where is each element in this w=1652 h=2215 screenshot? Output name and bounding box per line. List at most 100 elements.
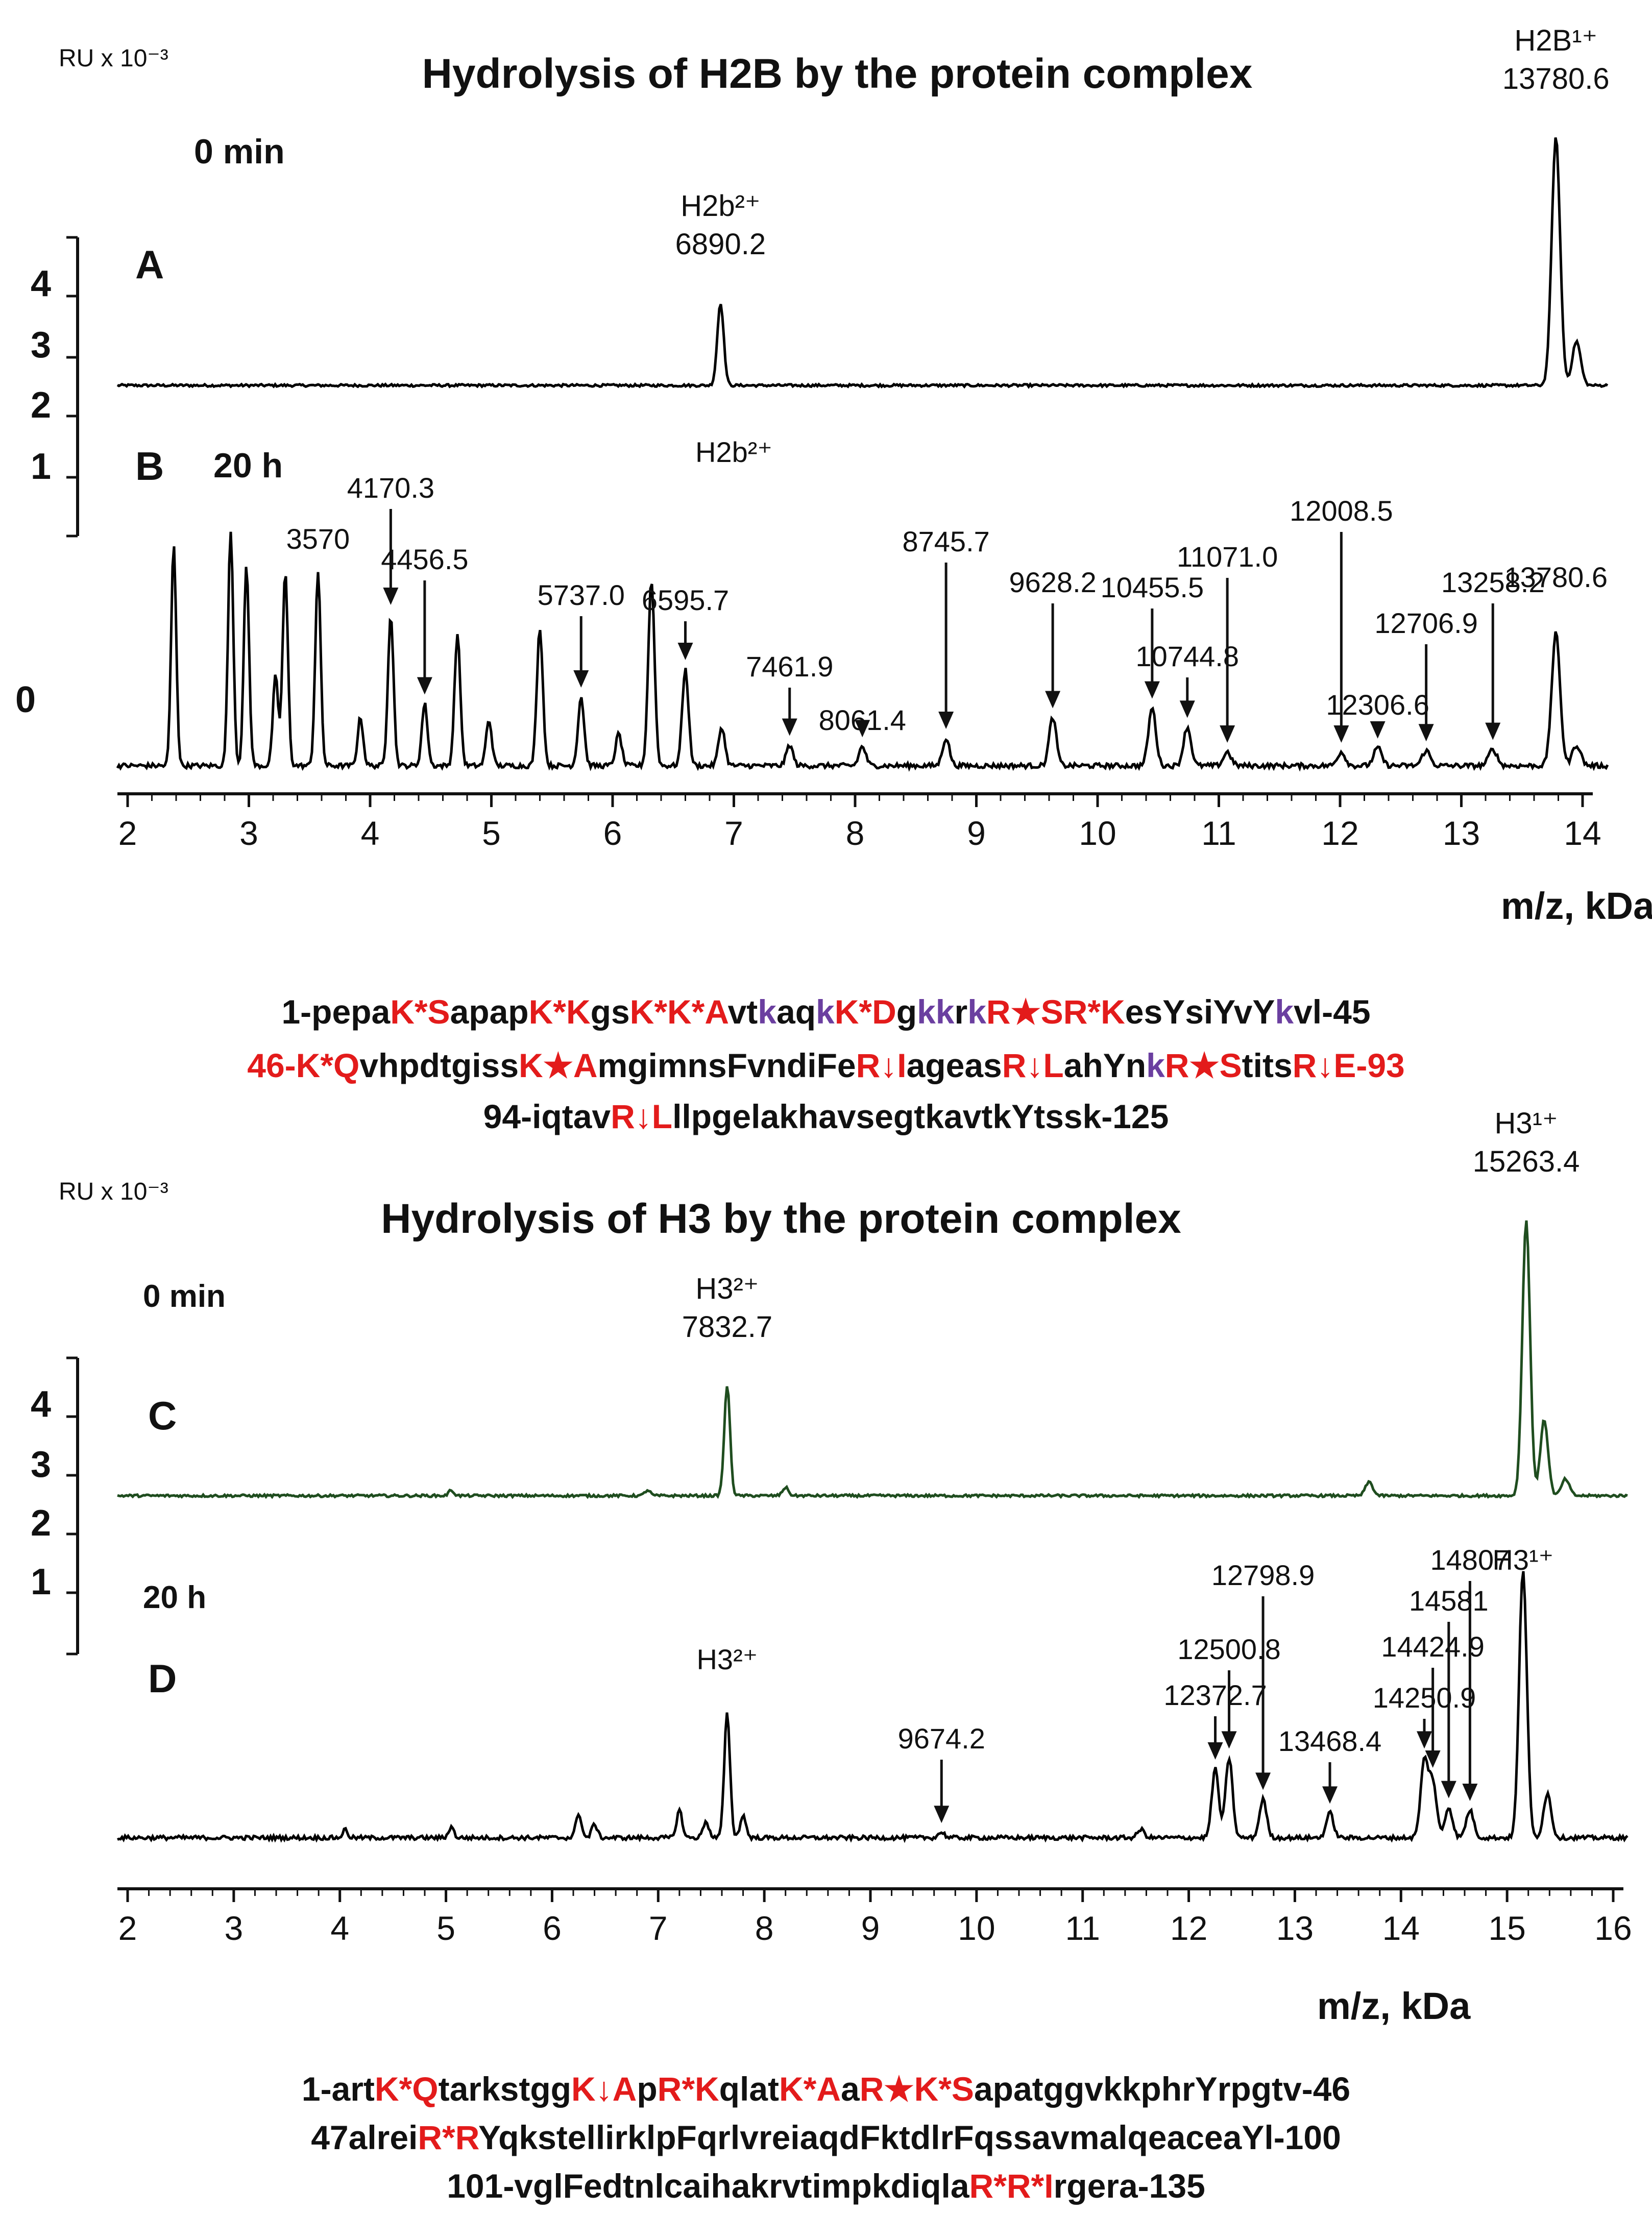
panel-a-trace bbox=[116, 137, 1609, 389]
peak-label: 6890.2 bbox=[675, 228, 766, 261]
h2b-y-tick-label: 2 bbox=[31, 385, 51, 426]
sequence-segment: ageas bbox=[907, 1046, 1002, 1084]
sequence-segment: qlat bbox=[719, 2070, 779, 2108]
x-tick-label: 8 bbox=[755, 1909, 774, 1947]
sequence-segment: 46-K*Q bbox=[247, 1046, 359, 1084]
x-tick-label: 12 bbox=[1170, 1909, 1207, 1947]
h3-x-axis: 2 3 4 5 6 7 8 9 10 11 12 13 14 15 16 bbox=[117, 1887, 1632, 1947]
peak-annotation: 9674.2 bbox=[898, 1722, 985, 1755]
sequence-segment: R↓L bbox=[1002, 1046, 1064, 1084]
panel-d-trace bbox=[117, 1571, 1629, 1843]
annotation-arrow-head bbox=[1322, 1786, 1338, 1804]
peak-label: H3²⁺ bbox=[695, 1272, 759, 1305]
peak-annotation: H3¹⁺ bbox=[1492, 1544, 1553, 1576]
sequence-segment: vt bbox=[728, 993, 758, 1031]
annotation-arrow-head bbox=[417, 677, 432, 695]
sequence-segment: R★SR*K bbox=[986, 993, 1125, 1031]
sequence-segment: aq bbox=[776, 993, 816, 1031]
annotation-arrow-head bbox=[855, 720, 870, 738]
x-tick-label: 2 bbox=[118, 814, 137, 852]
sequence-segment: apatggvkkphrYrpgtv-46 bbox=[974, 2070, 1350, 2108]
panel-b-trace bbox=[116, 531, 1609, 772]
peak-annotation: 14581 bbox=[1409, 1585, 1489, 1617]
x-tick-label: 6 bbox=[543, 1909, 562, 1947]
sequence-segment: R*R bbox=[418, 2119, 479, 2156]
sequence-segment: 101-vglFedtnlcaihakrvtimpkdiqla bbox=[447, 2167, 970, 2205]
annotation-arrow-head bbox=[1255, 1772, 1271, 1790]
x-tick-label: 9 bbox=[861, 1909, 880, 1947]
annotation-arrow-head bbox=[1333, 725, 1349, 743]
peak-annotation: 12008.5 bbox=[1290, 495, 1393, 527]
peak-annotation: H3²⁺ bbox=[696, 1643, 758, 1675]
sequence-segment: llpgelakhavsegtkavtkYtssk-125 bbox=[672, 1098, 1169, 1135]
h3-figure: RU x 10⁻³ Hydrolysis of H3 by the protei… bbox=[31, 1107, 1632, 2027]
h3-y-axis: 4 3 2 1 bbox=[31, 1356, 79, 1656]
peak-annotation: 13780.6 bbox=[1504, 561, 1608, 593]
annotation-arrow-head bbox=[1418, 724, 1434, 742]
sequence-segment: k bbox=[758, 993, 776, 1031]
sequence-segment: k bbox=[816, 993, 835, 1031]
sequence-segment: k bbox=[1146, 1046, 1165, 1084]
annotation-arrow-head bbox=[1441, 1781, 1456, 1798]
peak-annotation: 9628.2 bbox=[1009, 566, 1096, 598]
h2b-sequence-line: 46-K*QvhpdtgissK★AmgimnsFvndiFeR↓IageasR… bbox=[247, 1046, 1404, 1084]
annotation-arrow-head bbox=[1425, 1750, 1441, 1768]
x-tick-label: 5 bbox=[482, 814, 501, 852]
sequence-segment: gs bbox=[591, 993, 630, 1031]
annotation-arrow-head bbox=[1221, 1731, 1237, 1749]
peak-annotation: 14250.9 bbox=[1373, 1682, 1476, 1714]
peak-annotation: 14424.9 bbox=[1381, 1630, 1484, 1663]
panel-label-b: B bbox=[135, 444, 164, 489]
h3-sequence-line: 101-vglFedtnlcaihakrvtimpkdiqlaR*R*Irger… bbox=[447, 2167, 1205, 2205]
annotation-arrow-head bbox=[383, 588, 399, 605]
sequence-segment: esYsiYvY bbox=[1125, 993, 1275, 1031]
sequence-segment: K*A bbox=[779, 2070, 841, 2108]
annotation-arrow-head bbox=[934, 1806, 950, 1823]
x-tick-label: 4 bbox=[330, 1909, 349, 1947]
sequence-segment: R*R*I bbox=[969, 2167, 1054, 2205]
sequence-segment: tarkstgg bbox=[439, 2070, 571, 2108]
annotation-arrow-head bbox=[1462, 1784, 1478, 1801]
annotation-arrow-head bbox=[1485, 722, 1501, 740]
h3-chart-title: Hydrolysis of H3 by the protein complex bbox=[381, 1196, 1181, 1242]
x-tick-label: 15 bbox=[1488, 1909, 1525, 1947]
sequence-segment: K*K*A bbox=[630, 993, 728, 1031]
peak-annotation: 12706.9 bbox=[1374, 607, 1477, 639]
h2b-y-tick-label: 4 bbox=[31, 263, 51, 304]
sequence-segment: 1-art bbox=[302, 2070, 375, 2108]
x-tick-label: 14 bbox=[1382, 1909, 1420, 1947]
x-tick-label: 10 bbox=[1079, 814, 1116, 852]
sequence-segment: R↓I bbox=[856, 1046, 907, 1084]
annotation-arrow-head bbox=[573, 670, 589, 688]
x-tick-label: 8 bbox=[846, 814, 865, 852]
panel-b-time: 20 h bbox=[213, 446, 283, 485]
peak-annotation: 8745.7 bbox=[902, 525, 989, 557]
sequence-segment: R★S bbox=[1165, 1046, 1242, 1084]
h2b-y-tick-label: 0 bbox=[15, 679, 36, 720]
peak-label: 15263.4 bbox=[1473, 1145, 1580, 1178]
sequence-segment: tits bbox=[1242, 1046, 1293, 1084]
annotation-arrow-head bbox=[677, 643, 693, 660]
sequence-segment: K*Q bbox=[375, 2070, 439, 2108]
x-tick-label: 7 bbox=[649, 1909, 668, 1947]
h2b-y-tick-label: 3 bbox=[31, 325, 51, 366]
sequence-segment: K*S bbox=[390, 993, 450, 1031]
annotation-arrow-head bbox=[782, 718, 797, 736]
h3-y-tick-label: 4 bbox=[31, 1384, 51, 1425]
panel-label-c: C bbox=[148, 1393, 177, 1438]
peak-annotation: 12372.7 bbox=[1163, 1679, 1267, 1711]
x-tick-label: 16 bbox=[1594, 1909, 1632, 1947]
sequence-segment: p bbox=[637, 2070, 657, 2108]
annotation-arrow-head bbox=[1370, 721, 1386, 739]
sequence-segment: YqkstellirklpFqrlvreiaqdFktdlrFqssavmalq… bbox=[478, 2119, 1341, 2156]
annotation-arrow-head bbox=[938, 712, 954, 729]
sequence-segment: R↓L bbox=[611, 1098, 672, 1135]
h2b-sequence-line: 1-pepaK*SapapK*KgsK*K*AvtkaqkK*DgkkrkR★S… bbox=[281, 993, 1370, 1031]
h2b-y-unit: RU x 10⁻³ bbox=[59, 45, 168, 72]
x-tick-label: 2 bbox=[118, 1909, 137, 1947]
sequence-segment: 94-iqtav bbox=[483, 1098, 611, 1135]
sequence-segment: K★A bbox=[519, 1046, 598, 1084]
annotation-arrow-head bbox=[1220, 725, 1235, 743]
peak-annotation: 14807 bbox=[1430, 1544, 1510, 1576]
